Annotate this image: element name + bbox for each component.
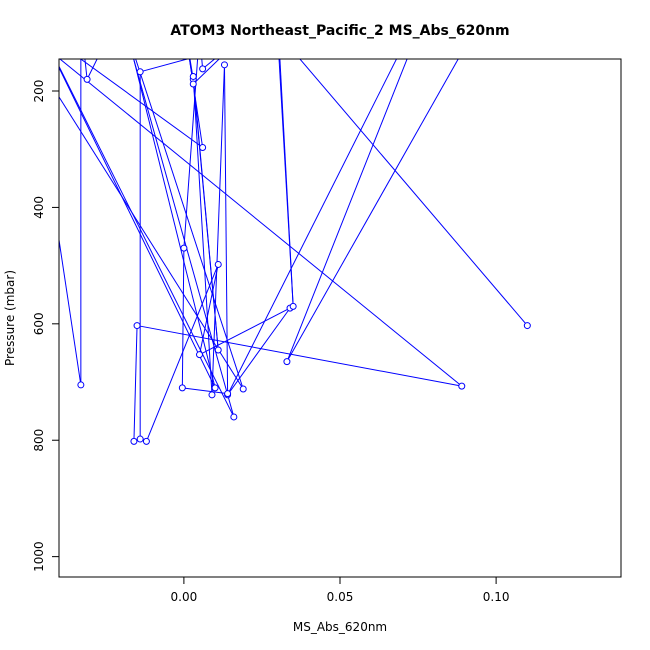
data-point [230,413,238,421]
axes: 0.00 0.05 0.10 200 400 600 800 1000 [32,58,622,604]
series-segment [181,248,185,388]
series-segment [286,59,459,362]
data-point [136,435,144,443]
series-segment [286,59,408,362]
x-tick-label-1: 0.05 [327,590,354,604]
series-segment [299,59,528,326]
y-tick-label-1: 400 [32,196,46,219]
data-point [289,302,297,310]
x-tick-label-2: 0.10 [483,590,510,604]
series-segment [136,325,462,387]
data-point [224,390,232,398]
series-segment [59,59,463,387]
data-point [275,12,281,18]
x-tick-label-0: 0.00 [171,590,198,604]
series-segment [199,264,219,355]
series-segment [59,236,82,386]
data-point [118,12,124,18]
data-point [83,75,91,83]
series-segment [227,59,398,396]
series-segment [227,307,291,396]
data-point [77,381,85,389]
data-point [220,61,228,69]
series-segment [133,325,138,442]
data-point [189,72,197,80]
plot-frame [58,58,622,578]
y-tick-label-4: 1000 [32,541,46,572]
data-point [239,385,247,393]
data-point [180,244,188,252]
data-point [199,65,207,73]
series-segment [223,64,229,394]
series-segment [211,64,225,395]
data-point [133,322,141,330]
data-point [136,68,144,76]
series-segment [199,307,291,356]
chart-title: ATOM3 Northeast_Pacific_2 MS_Abs_620nm [170,23,509,39]
data-point [523,322,531,330]
series-segment [79,59,203,148]
series-segment [183,59,199,249]
data-point [196,351,203,359]
data-point [25,30,31,36]
series-segment [86,59,98,80]
data-point [189,80,197,88]
series-segment [182,387,228,395]
series-segment [202,59,216,70]
series-segment [133,59,235,418]
data-point [458,382,466,390]
series-segment [189,59,194,80]
data-point [199,143,207,151]
series-segment [59,95,244,390]
data-point [130,437,138,445]
data-point [214,346,222,354]
series-segment [192,76,213,395]
data-point [421,1,427,7]
data-point [211,384,219,392]
data-point [214,260,222,268]
series-segment [192,59,220,85]
series-segment [84,59,88,80]
series-segment [192,76,219,351]
y-tick-label-2: 600 [32,312,46,335]
data-point [208,391,216,399]
data-point [78,18,84,24]
plot-area [25,0,531,445]
series-segment [278,59,294,307]
data-point [142,437,150,445]
data-point [283,358,291,366]
data-point [118,7,124,13]
series-segment [135,59,244,390]
data-point [178,384,186,392]
data-point [25,1,31,7]
y-axis-label: Pressure (mbar) [3,270,17,366]
y-tick-label-3: 800 [32,429,46,452]
series-segment [201,59,204,69]
x-axis-label: MS_Abs_620nm [293,620,387,634]
y-tick-label-0: 200 [32,80,46,103]
series-segment [424,0,496,4]
